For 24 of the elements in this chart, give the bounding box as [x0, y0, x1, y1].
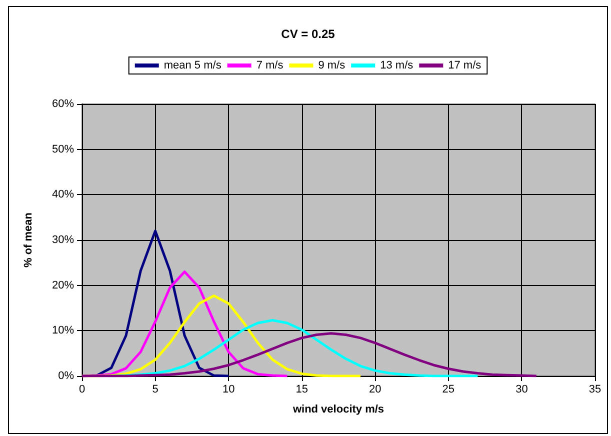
legend-label: 7 m/s: [256, 60, 284, 72]
y-tick-label: 10%: [52, 324, 74, 337]
x-tick-label: 0: [78, 384, 86, 396]
chart-title: CV = 0.25: [281, 27, 336, 41]
y-tick-label: 60%: [52, 98, 74, 110]
y-tick-label: 50%: [52, 143, 74, 156]
legend-label: mean 5 m/s: [164, 60, 222, 72]
legend-label: 17 m/s: [448, 60, 482, 72]
y-tick-label: 40%: [52, 188, 74, 201]
y-tick-label: 20%: [52, 279, 74, 292]
y-tick-label: 0%: [58, 370, 74, 382]
line-series: [80, 332, 538, 378]
x-tick-label: 25: [442, 384, 455, 396]
x-tick-label: 5: [152, 384, 158, 396]
x-tick-label: 10: [222, 384, 235, 396]
x-tick-label: 35: [588, 384, 602, 396]
legend-label: 13 m/s: [380, 60, 414, 72]
x-tick-label: 20: [369, 384, 382, 396]
y-axis-title: % of mean: [22, 212, 34, 268]
legend-label: 9 m/s: [318, 60, 346, 72]
x-axis-title: wind velocity m/s: [292, 404, 384, 416]
x-tick-label: 15: [296, 384, 308, 396]
y-tick-label: 30%: [52, 234, 74, 246]
x-tick-label: 30: [516, 384, 528, 396]
